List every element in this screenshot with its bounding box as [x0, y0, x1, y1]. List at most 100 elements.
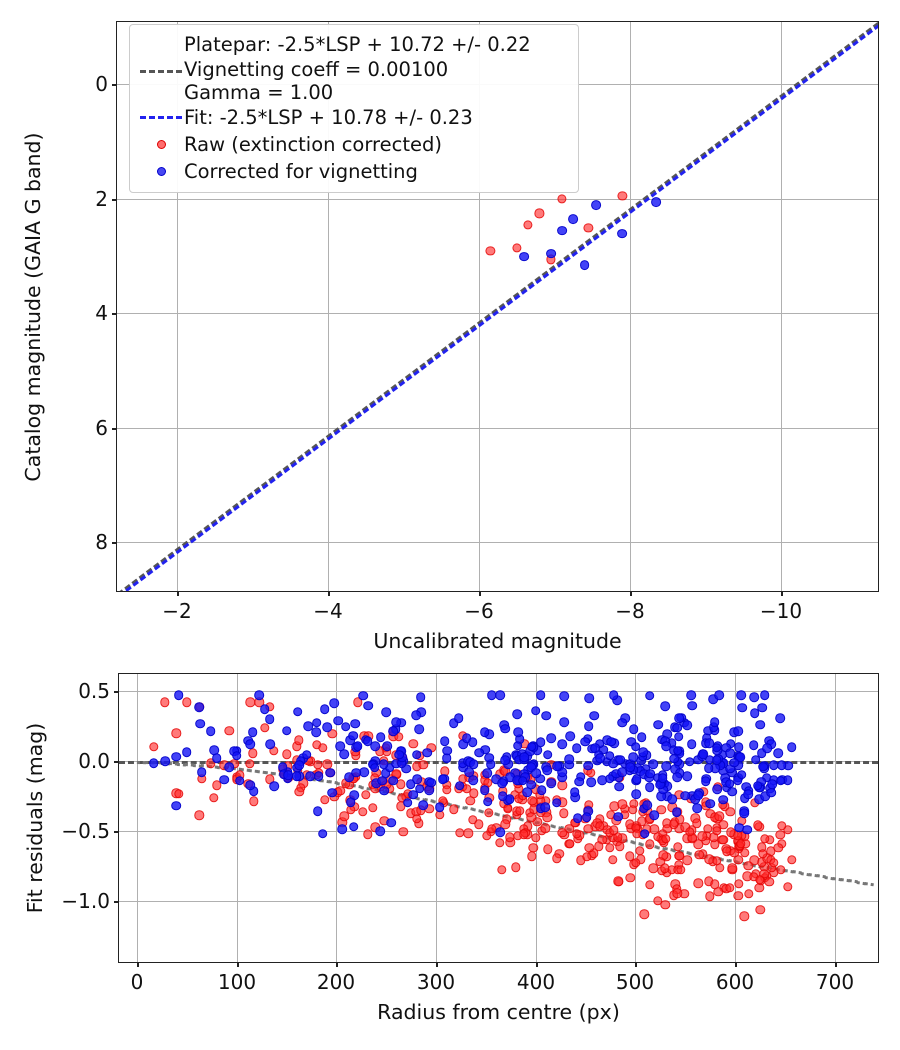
residual-point [713, 887, 724, 897]
residual-point [527, 851, 537, 862]
residual-point [739, 911, 749, 921]
residual-point [474, 747, 484, 758]
residual-point [594, 841, 604, 851]
residual-point [542, 749, 553, 760]
residual-point [173, 690, 184, 700]
residual-point [631, 857, 641, 868]
xtick-m8 [630, 591, 632, 596]
vignetting-curve-segment [864, 881, 874, 887]
legend-label-vignetting-line2: Gamma = 1.00 [184, 81, 334, 104]
xticklabel-m10: −10 [759, 599, 803, 623]
residual-point [353, 697, 363, 707]
data-point [617, 228, 628, 239]
legend-entry-vignetting: Vignetting coeff = 0.00100 Gamma = 1.00 [138, 58, 568, 104]
legend-marker-none [138, 34, 184, 56]
res-gridline-x-0 [137, 674, 138, 962]
residual-point [638, 747, 648, 757]
residual-point [325, 768, 336, 778]
residual-point [283, 770, 294, 780]
residual-point [631, 741, 641, 752]
residual-point [581, 812, 592, 823]
residual-point [609, 825, 619, 836]
residual-point [358, 807, 368, 817]
residual-point [415, 692, 426, 702]
residual-point [363, 829, 373, 839]
residual-point [468, 737, 478, 747]
residual-point [500, 755, 511, 765]
residual-point [739, 808, 749, 819]
xticklabel-m4: −4 [313, 599, 343, 623]
residual-point [606, 736, 616, 747]
res-xticklabel-500: 500 [615, 970, 655, 994]
residual-point [511, 862, 521, 872]
residual-point [530, 705, 541, 716]
residual-point [408, 789, 418, 800]
residual-point [636, 732, 647, 742]
residual-point [714, 811, 724, 822]
residual-point [346, 797, 356, 807]
res-gridline-x-600 [735, 674, 736, 962]
residual-point [219, 774, 230, 785]
residual-point [660, 863, 670, 873]
residual-point [541, 710, 551, 721]
residual-point [711, 825, 722, 836]
residual-point [557, 828, 567, 838]
residual-point [755, 875, 765, 885]
residual-point [758, 849, 768, 859]
residual-point [500, 724, 511, 734]
residual-point [322, 722, 333, 732]
residual-point [502, 804, 513, 814]
residual-point [317, 743, 328, 753]
res-gridline-x-100 [237, 674, 238, 962]
fit-residuals-plot: 0.5 0.0 −0.5 −1.0 0 100 200 300 400 500 … [23, 673, 879, 1024]
residual-point [680, 791, 691, 801]
residual-point [676, 865, 686, 875]
residual-point [729, 757, 740, 768]
residual-point [337, 824, 348, 834]
residual-point [698, 749, 709, 760]
residual-point [733, 855, 743, 865]
residual-point [361, 790, 371, 800]
residual-point [359, 767, 370, 777]
residual-point [552, 798, 562, 808]
residual-point [542, 812, 552, 823]
residual-point [386, 817, 397, 828]
residual-point [661, 761, 672, 772]
xtick-m10 [781, 591, 783, 596]
residual-point [682, 720, 692, 730]
residual-point [171, 801, 182, 811]
data-point [568, 214, 579, 225]
residual-point [632, 774, 642, 785]
residual-point [768, 760, 779, 771]
photometric-calibration-plot: 0 2 4 6 8 −2 −4 −6 −8 −10 Uncalibrated m… [21, 21, 879, 653]
gridline-x-m4 [328, 22, 329, 591]
residual-point [312, 759, 323, 770]
residual-point [171, 728, 181, 738]
residual-point [639, 909, 649, 919]
residual-point [734, 742, 744, 752]
residual-point [733, 726, 744, 737]
residual-point [313, 771, 324, 781]
residual-point [311, 727, 322, 737]
residual-point [653, 719, 663, 730]
residual-point [645, 879, 655, 890]
residual-point [628, 752, 638, 763]
residual-point [595, 821, 605, 831]
residual-point [758, 761, 768, 772]
residual-point [786, 742, 797, 753]
residual-point [613, 876, 623, 886]
residual-point [211, 753, 222, 763]
residual-point [530, 833, 541, 843]
gridline-x-m8 [630, 22, 631, 591]
residual-point [303, 721, 314, 731]
residual-point [259, 704, 270, 715]
residual-point [725, 806, 735, 817]
residual-point [615, 841, 625, 852]
residual-point [540, 823, 551, 834]
res-xtick-500 [635, 962, 637, 967]
residual-point [783, 882, 793, 892]
residual-point [448, 718, 459, 728]
residual-point [519, 752, 529, 763]
data-point [523, 220, 533, 230]
y-axis-label-top: Catalog magnitude (GAIA G band) [21, 131, 45, 482]
